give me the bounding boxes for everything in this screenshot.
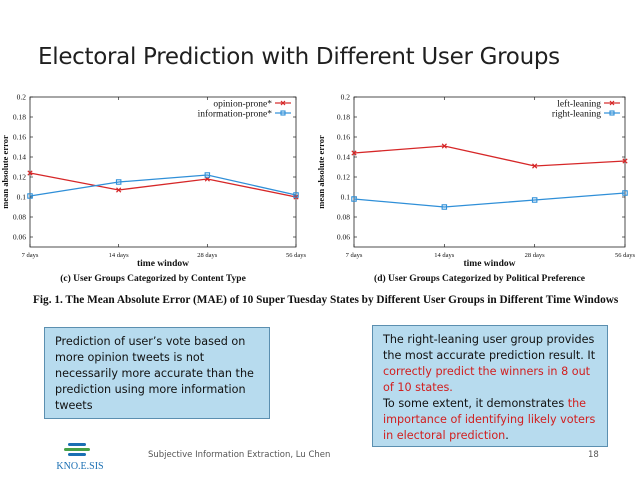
- y-tick-label: 0.18: [13, 113, 26, 122]
- series-line-0: [353, 145, 626, 167]
- page-number: 18: [588, 450, 599, 460]
- x-tick-label: 14 days: [109, 252, 130, 259]
- data-point-square: [27, 193, 33, 199]
- note-right-highlight-1: correctly predict the winners in 8 out o…: [383, 365, 591, 394]
- chart-caption: (c) User Groups Categorized by Content T…: [60, 273, 246, 284]
- data-point-x: [116, 187, 122, 193]
- legend-marker: [609, 100, 615, 106]
- data-point-square: [351, 196, 357, 202]
- y-tick-label: 0.16: [337, 133, 350, 142]
- note-right-text-3: .: [505, 429, 509, 442]
- x-tick-label: 7 days: [22, 252, 39, 259]
- legend-label: information-prone*: [198, 109, 273, 120]
- y-tick-label: 0.06: [337, 233, 350, 242]
- note-right-leaning: The right-leaning user group provides th…: [372, 325, 608, 447]
- y-tick-label: 0.14: [13, 153, 26, 162]
- legend-marker: [280, 100, 286, 106]
- x-axis-label: time window: [137, 259, 189, 269]
- y-tick-label: 0.1: [341, 193, 351, 202]
- x-axis-label: time window: [464, 259, 516, 269]
- chart-content-type: 0.06 0.08 0.1 0.12 0.14 0.16 0.18 0.2 7 days 14 d…: [0, 93, 307, 285]
- y-axis-label: mean absolute error: [316, 135, 326, 209]
- figure-caption: Fig. 1. The Mean Absolute Error (MAE) of…: [33, 294, 619, 306]
- logo-stripe-top: [68, 443, 86, 446]
- note-opinion-vs-information: Prediction of user’s vote based on more …: [44, 327, 270, 419]
- y-tick-label: 0.2: [17, 93, 27, 102]
- data-point-x: [351, 150, 357, 156]
- series-line-1: [29, 174, 297, 197]
- legend-label: right-leaning: [552, 110, 601, 120]
- note-right-text-1: The right-leaning user group provides th…: [383, 333, 596, 362]
- data-point-x: [27, 170, 33, 176]
- y-tick-label: 0.14: [337, 153, 350, 162]
- x-tick-label: 7 days: [346, 252, 363, 259]
- y-tick-label: 0.08: [337, 213, 350, 222]
- data-point-square: [115, 179, 122, 185]
- x-tick-label: 28 days: [197, 252, 218, 259]
- y-tick-label: 0.08: [13, 213, 26, 222]
- legend-label: opinion-prone*: [213, 100, 272, 110]
- logo-stripe-bottom: [68, 453, 86, 456]
- logo-text: KNO.E.SIS: [56, 461, 103, 472]
- x-tick-label: 56 days: [286, 252, 307, 259]
- legend-marker: [609, 110, 615, 116]
- data-point-square: [204, 172, 211, 178]
- y-tick-label: 0.12: [337, 173, 350, 182]
- knoesis-logo: KNO.E.SIS: [34, 440, 126, 474]
- y-axis-label: mean absolute error: [0, 135, 10, 209]
- y-tick-label: 0.12: [13, 173, 26, 182]
- y-tick-label: 0.2: [341, 93, 351, 102]
- data-point-x: [532, 163, 538, 169]
- chart-political-preference: 0.06 0.08 0.1 0.12 0.14 0.16 0.18 0.2 7 days 14 d…: [316, 93, 636, 285]
- y-tick-label: 0.1: [17, 193, 27, 202]
- x-tick-label: 14 days: [434, 252, 455, 259]
- data-point-square: [622, 190, 628, 196]
- data-point-square: [441, 204, 448, 210]
- footer-text: Subjective Information Extraction, Lu Ch…: [148, 450, 331, 460]
- legend-marker: [280, 110, 286, 116]
- y-tick-label: 0.18: [337, 113, 350, 122]
- data-point-square: [531, 197, 538, 203]
- series-line-0: [29, 172, 297, 198]
- chart-caption: (d) User Groups Categorized by Political…: [374, 273, 585, 284]
- data-point-square: [293, 192, 299, 198]
- data-point-x: [441, 143, 447, 149]
- legend-label: left-leaning: [557, 99, 601, 110]
- logo-stripe-mid: [64, 448, 90, 451]
- x-tick-label: 28 days: [525, 252, 546, 259]
- y-tick-label: 0.16: [13, 133, 26, 142]
- note-right-highlight-2: the importance of identifying likely vot…: [383, 397, 596, 442]
- note-right-text-2: To some extent, it demonstrates: [383, 397, 568, 410]
- series-line-1: [353, 192, 626, 208]
- plot-frame: [353, 96, 626, 248]
- x-tick-label: 56 days: [615, 252, 636, 259]
- y-tick-label: 0.06: [13, 233, 26, 242]
- data-point-x: [622, 158, 628, 164]
- plot-frame: [29, 96, 297, 248]
- slide-title: Electoral Prediction with Different User…: [38, 44, 560, 70]
